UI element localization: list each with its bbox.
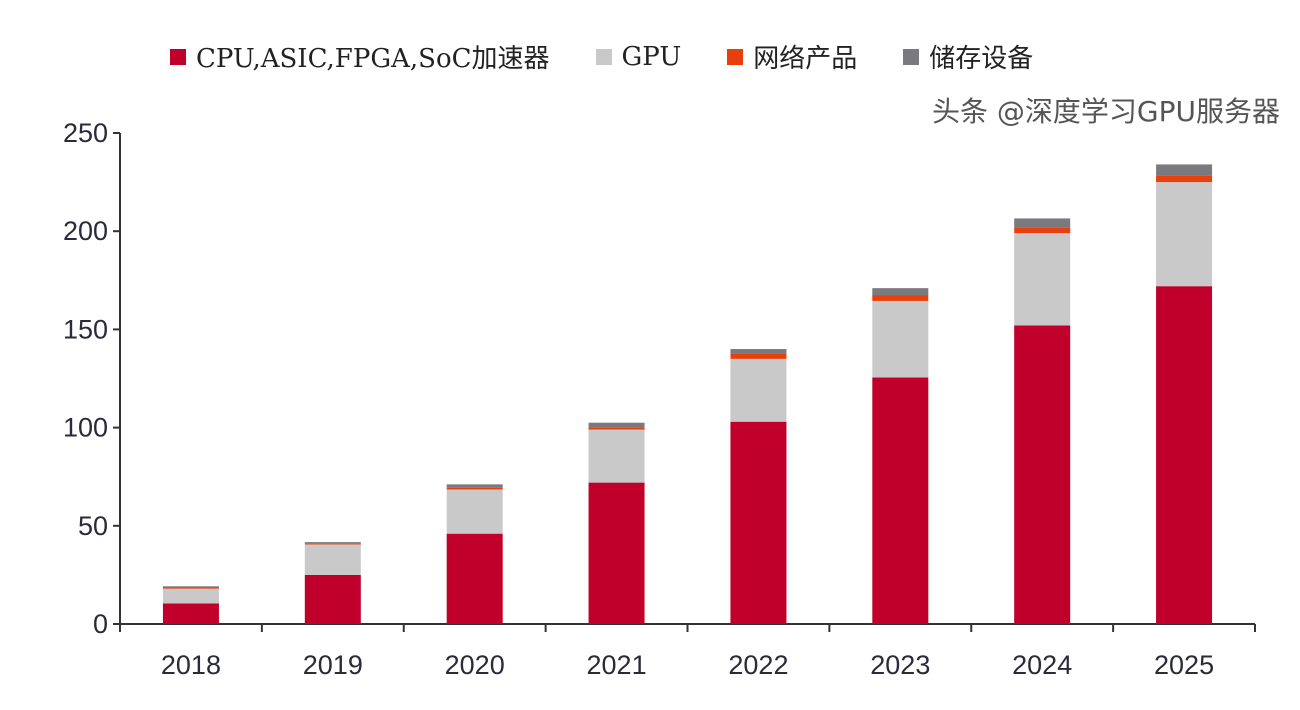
bar-segment-2018-0	[162, 603, 219, 624]
bar-segment-2023-0	[872, 377, 929, 624]
bar-segment-2021-3	[588, 422, 645, 428]
bar-segment-2019-2	[304, 543, 361, 545]
legend-item: 网络产品	[727, 38, 857, 75]
legend-label: 网络产品	[753, 44, 858, 74]
bar-segment-2021-0	[588, 482, 645, 624]
bar-segment-2022-3	[730, 349, 787, 354]
y-tick-label: 250	[63, 118, 108, 148]
watermark: 头条 @深度学习GPU服务器	[932, 95, 1280, 128]
bar-segment-2025-1	[1156, 182, 1213, 287]
bar-segment-2020-1	[446, 489, 503, 534]
bar-segment-2018-1	[162, 588, 219, 604]
bar-segment-2022-0	[730, 421, 787, 624]
bar-segment-2018-2	[162, 587, 219, 589]
y-tick-label: 200	[63, 216, 108, 246]
legend-item: GPU	[595, 38, 682, 75]
legend-label: CPU,ASIC,FPGA,SoC加速器	[196, 44, 550, 74]
x-tick-label: 2024	[1012, 650, 1072, 680]
bar-segment-2023-3	[872, 288, 929, 296]
bar-segment-2019-3	[304, 542, 361, 544]
legend-swatch	[595, 48, 612, 65]
bar-segment-2019-1	[304, 544, 361, 575]
y-tick-label: 150	[63, 314, 108, 344]
x-tick-label: 2019	[303, 650, 363, 680]
y-tick-label: 50	[78, 511, 108, 541]
bar-segment-2020-2	[446, 487, 503, 490]
x-tick-label: 2023	[870, 650, 930, 680]
bar-segment-2020-3	[446, 484, 503, 488]
legend-label: 储存设备	[929, 44, 1034, 74]
x-tick-label: 2025	[1154, 650, 1214, 680]
legend-item: CPU,ASIC,FPGA,SoC加速器	[170, 38, 550, 75]
legend-swatch	[170, 48, 186, 65]
bar-segment-2018-3	[162, 586, 219, 588]
legend-swatch	[903, 48, 920, 65]
legend-swatch	[727, 48, 744, 65]
bar-segment-2025-3	[1156, 164, 1213, 176]
legend-label: GPU	[621, 41, 682, 72]
bar-segment-2020-0	[446, 533, 503, 624]
y-tick-label: 100	[63, 413, 108, 443]
bar-segment-2019-0	[304, 574, 361, 624]
bar-segment-2022-1	[730, 358, 787, 422]
bar-segment-2021-1	[588, 429, 645, 483]
bar-segment-2024-2	[1014, 227, 1071, 234]
bar-segment-2024-3	[1014, 218, 1071, 228]
bar-segment-2024-1	[1014, 233, 1071, 326]
legend: CPU,ASIC,FPGA,SoC加速器 GPU 网络产品 储存设备	[170, 38, 1033, 75]
x-tick-label: 2021	[587, 650, 647, 680]
bar-segment-2024-0	[1014, 325, 1071, 624]
x-tick-label: 2018	[161, 650, 221, 680]
bar-segment-2022-2	[730, 353, 787, 359]
x-tick-label: 2022	[728, 650, 788, 680]
bar-segment-2021-2	[588, 427, 645, 430]
bar-segment-2023-1	[872, 300, 929, 378]
legend-item: 储存设备	[903, 38, 1033, 75]
bar-segment-2023-2	[872, 295, 929, 301]
bar-segment-2025-0	[1156, 286, 1213, 624]
y-tick-label: 0	[93, 609, 108, 639]
bar-segment-2025-2	[1156, 175, 1213, 183]
x-tick-label: 2020	[445, 650, 505, 680]
